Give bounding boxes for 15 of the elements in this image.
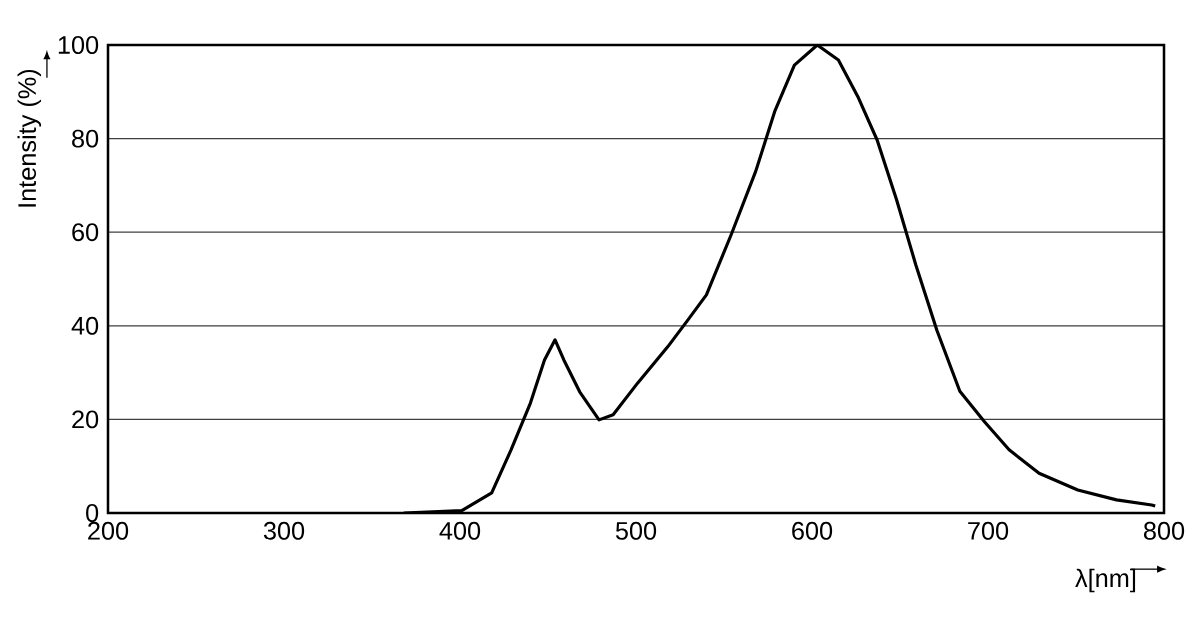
y-tick-label: 60 bbox=[72, 223, 99, 242]
y-tick-label: 0 bbox=[86, 504, 99, 522]
x-tick-label: 400 bbox=[439, 521, 481, 540]
x-tick-label: 700 bbox=[968, 521, 1009, 540]
x-axis-title: λ[nm] bbox=[1075, 568, 1136, 593]
y-tick-label: 80 bbox=[72, 129, 99, 148]
x-tick-label: 800 bbox=[1143, 521, 1185, 540]
y-axis-title: Intensity (%) bbox=[17, 69, 42, 207]
x-tick-label: 200 bbox=[88, 521, 129, 540]
x-tick-label: 500 bbox=[615, 521, 657, 540]
y-tick-label: 40 bbox=[71, 316, 99, 335]
y-tick-label: 100 bbox=[58, 36, 99, 54]
x-tick-label: 600 bbox=[792, 521, 833, 540]
x-tick-label: 300 bbox=[263, 521, 305, 540]
y-tick-label: 20 bbox=[72, 410, 99, 429]
